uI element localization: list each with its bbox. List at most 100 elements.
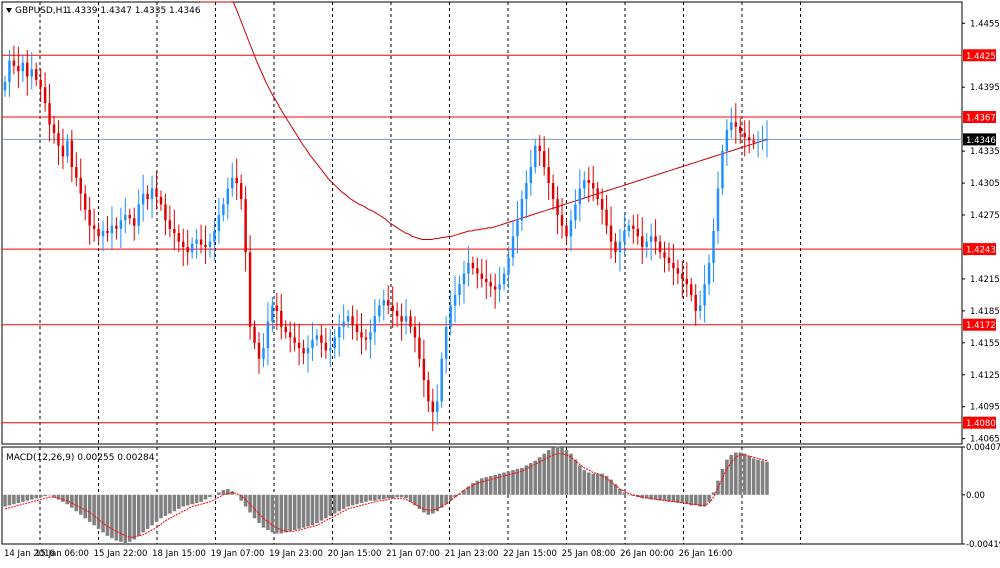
candle-body — [765, 139, 769, 141]
macd-bar — [346, 494, 350, 507]
macd-bar — [61, 494, 65, 502]
macd-bar — [435, 494, 440, 512]
candle-body — [57, 133, 60, 146]
candle-body — [516, 220, 519, 237]
macd-bar — [34, 494, 38, 499]
candle-body — [382, 300, 385, 306]
macd-bar — [310, 494, 315, 526]
candle-body — [605, 209, 608, 226]
candle-body — [302, 348, 305, 354]
candle-body — [369, 332, 372, 340]
candle-body — [177, 233, 181, 242]
macd-bar — [110, 494, 114, 539]
candle-body — [101, 230, 105, 237]
candle-body — [529, 167, 533, 184]
macd-bar — [618, 488, 622, 495]
candle-body — [141, 193, 145, 205]
macd-bar — [257, 494, 261, 523]
time-tick-label: 25 Jan 08:00 — [562, 549, 616, 559]
candle-body — [694, 294, 697, 311]
candle-body — [364, 337, 368, 340]
macd-bar — [431, 494, 435, 514]
time-tick-label: 21 Jan 07:00 — [386, 549, 440, 559]
candle-body — [574, 204, 577, 221]
macd-bar — [373, 494, 377, 501]
candle-body — [52, 124, 56, 134]
macd-bar — [70, 494, 74, 508]
macd-bar — [132, 494, 137, 540]
candle-body — [761, 140, 764, 142]
macd-bar — [462, 490, 466, 495]
macd-bar — [493, 474, 497, 495]
level-label-text: 1.4243 — [966, 246, 996, 256]
macd-bar — [484, 477, 489, 495]
candle-body — [493, 286, 497, 290]
candle-body — [591, 183, 595, 189]
candle-body — [534, 145, 537, 168]
macd-bar — [127, 494, 132, 542]
candle-body — [449, 305, 452, 327]
time-tick-label: 19 Jan 23:00 — [269, 549, 323, 559]
candle-body — [17, 65, 20, 72]
time-tick-label: 21 Jan 23:00 — [445, 549, 499, 559]
candle-body — [654, 236, 657, 242]
candle-body — [306, 348, 310, 354]
candle-body — [253, 326, 256, 343]
candle-body — [458, 284, 461, 295]
price-tick-label: 1.4395 — [970, 83, 1000, 93]
candle-body — [88, 209, 91, 226]
candle-body — [413, 326, 417, 338]
macd-bar — [315, 494, 319, 523]
candle-body — [578, 188, 582, 205]
macd-bar — [145, 494, 150, 529]
candle-body — [583, 179, 586, 189]
macd-bar — [194, 494, 199, 504]
macd-bar — [163, 494, 168, 516]
candle-body — [542, 151, 546, 168]
candle-body — [213, 230, 216, 242]
candle-body — [404, 316, 408, 322]
price-tick-label: 1.4125 — [970, 371, 1000, 381]
candle-body — [195, 239, 198, 244]
candle-body — [489, 282, 492, 287]
macd-bar — [524, 465, 529, 495]
candle-body — [569, 220, 573, 237]
candle-body — [609, 225, 613, 242]
candle-body — [373, 316, 377, 333]
dropdown-triangle-icon[interactable] — [6, 8, 12, 13]
macd-bar — [119, 494, 123, 542]
candle-body — [360, 332, 363, 338]
macd-bar — [604, 476, 609, 495]
level-label-text: 1.4080 — [966, 419, 996, 429]
candle-body — [12, 60, 16, 66]
candle-body — [480, 273, 484, 279]
macd-bar — [738, 452, 743, 495]
candle-body — [333, 337, 336, 349]
macd-bar — [471, 483, 475, 495]
time-tick-label: 22 Jan 15:00 — [503, 549, 557, 559]
macd-bar — [297, 494, 301, 529]
time-tick-label: 19 Jan 07:00 — [211, 549, 265, 559]
macd-bar — [381, 494, 386, 500]
macd-bar — [190, 494, 194, 505]
macd-bar — [390, 494, 395, 499]
macd-bar — [600, 473, 604, 495]
candle-body — [725, 129, 729, 152]
macd-bar — [635, 494, 640, 498]
candle-body — [266, 321, 270, 349]
candle-body — [164, 204, 167, 221]
candle-body — [556, 199, 559, 216]
macd-bar — [622, 492, 627, 495]
macd-bar — [168, 494, 172, 514]
level-label-box — [963, 49, 996, 62]
macd-bar — [693, 494, 698, 506]
candle-body — [400, 316, 403, 322]
candle-body — [707, 262, 711, 285]
macd-bar — [243, 494, 248, 507]
macd-bar — [586, 472, 591, 495]
candle-body — [596, 188, 599, 200]
macd-tick-label: 0.00 — [966, 491, 985, 501]
